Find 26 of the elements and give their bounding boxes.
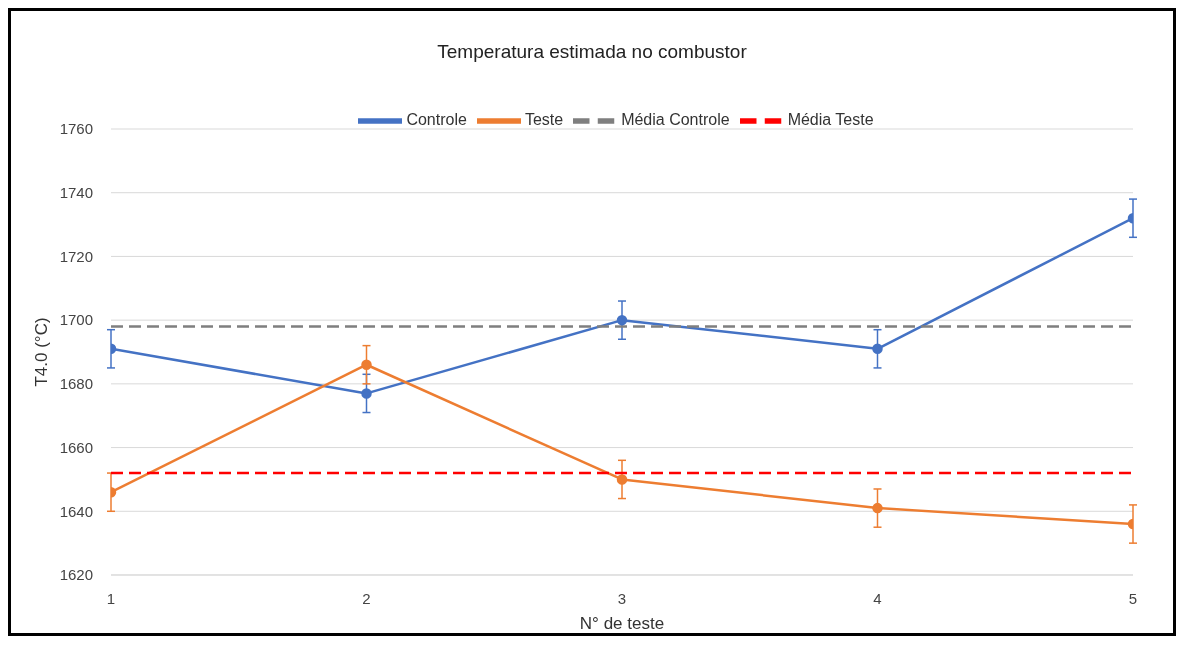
x-tick-label: 3 (617, 589, 627, 607)
y-tick-label: 1760 (59, 120, 93, 138)
x-tick-label: 1 (106, 589, 116, 607)
y-tick-label: 1700 (59, 311, 93, 329)
point (872, 343, 883, 355)
x-tick-label: 4 (873, 589, 882, 607)
x-tick-label: 2 (362, 589, 371, 607)
y-tick-label: 1680 (59, 375, 93, 393)
y-tick-label: 1660 (59, 438, 93, 456)
chart-title: Temperatura estimada no combustor (436, 41, 748, 64)
point (872, 502, 883, 514)
legend-label: Média Controle (621, 111, 730, 129)
y-tick-label: 1640 (59, 502, 93, 520)
x-axis-title: N° de teste (579, 614, 665, 634)
point (616, 314, 628, 326)
x-tick-label: 5 (1128, 589, 1138, 607)
y-tick-label: 1620 (59, 566, 93, 584)
y-tick-label: 1720 (59, 247, 93, 265)
point (361, 359, 372, 370)
point (616, 474, 628, 485)
legend-label: Média Teste (787, 111, 874, 129)
y-tick-label: 1740 (59, 184, 93, 202)
legend-label: Controle (406, 111, 467, 129)
point (361, 388, 372, 399)
legend-label: Teste (524, 111, 564, 129)
y-axis-title: T4.0 (°C) (32, 317, 52, 387)
